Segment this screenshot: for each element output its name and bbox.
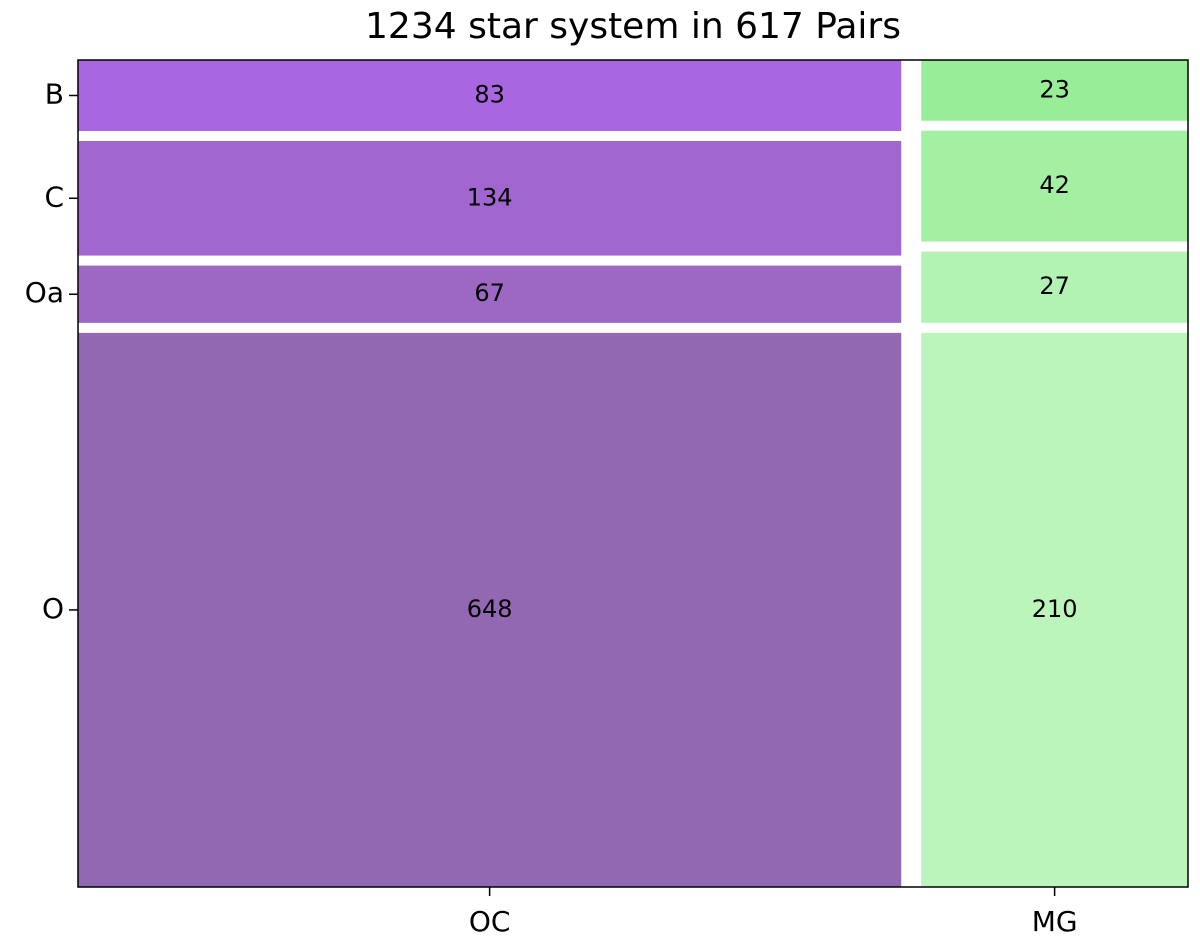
y-tick-label: Oa [25, 276, 64, 309]
cell-label: 648 [467, 595, 513, 623]
mosaic-cell [921, 130, 1188, 242]
cell-label: 83 [474, 80, 505, 108]
mosaic-cell [78, 332, 902, 887]
mosaic-cell [921, 60, 1188, 121]
mosaic-cell [921, 332, 1188, 888]
mosaic-cell [78, 140, 902, 256]
cell-label: 134 [467, 183, 513, 211]
y-tick-label: B [45, 77, 64, 110]
chart-title: 1234 star system in 617 Pairs [365, 6, 901, 47]
cell-label: 23 [1039, 75, 1070, 103]
y-tick-label: O [42, 592, 64, 625]
cell-label: 210 [1032, 595, 1078, 623]
cell-label: 67 [474, 279, 505, 307]
mosaic-cell [78, 60, 902, 131]
plot-frame [77, 59, 1189, 888]
mosaic-cell [921, 251, 1188, 323]
cell-label: 42 [1039, 171, 1070, 199]
cell-label: 27 [1039, 272, 1070, 300]
mosaic-cell [78, 265, 902, 323]
x-tick-label: OC [469, 905, 511, 938]
y-tick-label: C [44, 180, 64, 213]
x-tick-label: MG [1032, 905, 1078, 938]
